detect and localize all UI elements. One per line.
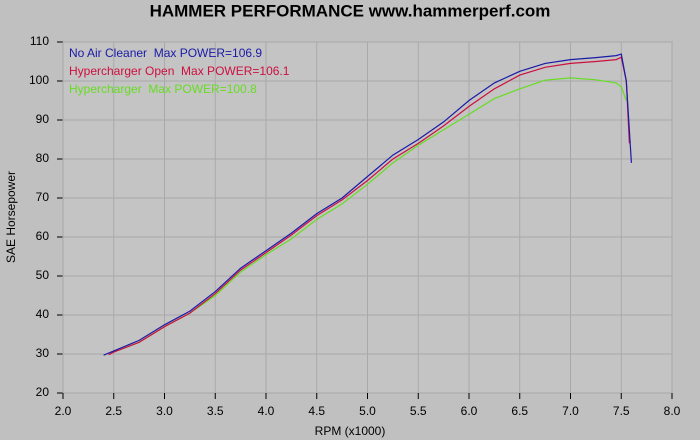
x-tick-label: 4.5 bbox=[308, 404, 325, 418]
y-tick-label: 80 bbox=[36, 151, 50, 165]
x-tick-label: 7.0 bbox=[562, 404, 579, 418]
legend-entry: No Air Cleaner Max POWER=106.9 bbox=[69, 46, 262, 60]
y-tick-label: 110 bbox=[30, 34, 49, 48]
x-tick-label: 7.5 bbox=[613, 404, 630, 418]
y-tick-label: 50 bbox=[36, 268, 50, 282]
x-tick-label: 8.0 bbox=[664, 404, 681, 418]
y-tick-label: 30 bbox=[36, 346, 50, 360]
x-tick-label: 6.5 bbox=[511, 404, 528, 418]
y-tick-label: 100 bbox=[29, 73, 49, 87]
x-tick-label: 5.0 bbox=[359, 404, 376, 418]
chart-title: HAMMER PERFORMANCE www.hammerperf.com bbox=[150, 1, 551, 20]
legend-entry: Hypercharger Max POWER=100.8 bbox=[69, 82, 257, 96]
y-tick-label: 40 bbox=[36, 307, 50, 321]
x-tick-label: 4.0 bbox=[258, 404, 275, 418]
x-tick-label: 2.5 bbox=[105, 404, 122, 418]
series-line bbox=[103, 53, 632, 356]
y-tick-label: 70 bbox=[36, 190, 50, 204]
x-tick-label: 5.5 bbox=[410, 404, 427, 418]
x-tick-label: 3.5 bbox=[207, 404, 224, 418]
x-tick-label: 3.0 bbox=[156, 404, 173, 418]
y-tick-label: 60 bbox=[36, 229, 50, 243]
legend-entry: Hypercharger Open Max POWER=106.1 bbox=[69, 64, 290, 78]
y-axis-label: SAE Horsepower bbox=[4, 171, 18, 263]
y-tick-label: 90 bbox=[36, 112, 50, 126]
x-tick-label: 2.0 bbox=[55, 404, 72, 418]
x-tick-label: 6.0 bbox=[461, 404, 478, 418]
x-axis-label: RPM (x1000) bbox=[315, 424, 386, 438]
y-tick-label: 20 bbox=[36, 385, 50, 399]
series-line bbox=[108, 56, 630, 356]
series-line bbox=[113, 77, 627, 353]
